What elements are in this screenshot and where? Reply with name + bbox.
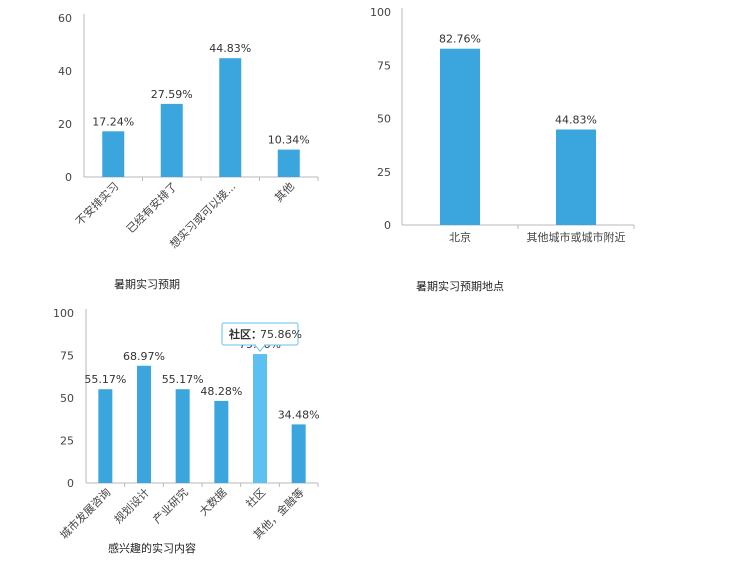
data-label: 10.34% xyxy=(268,134,310,147)
bar xyxy=(277,149,300,177)
y-tick-label: 100 xyxy=(370,6,391,19)
y-tick-label: 40 xyxy=(58,65,72,78)
y-tick-label: 50 xyxy=(377,113,391,126)
data-label: 55.17% xyxy=(84,373,126,386)
y-tick-label: 75 xyxy=(60,350,74,363)
data-label: 27.59% xyxy=(151,88,193,101)
data-label: 34.48% xyxy=(278,408,320,421)
chart-2: 0 25 50 75 100 82.76% 北京 44.83% 其他城市或城市附近暑期实习预期地… xyxy=(370,6,635,293)
chart-3: 0 25 50 75 100 55.17% 城市发展咨询 68.97% 规划设计 55.17% 产业… xyxy=(53,307,320,555)
bar xyxy=(253,354,267,483)
bar xyxy=(214,400,229,483)
y-tick-label: 50 xyxy=(60,392,74,405)
x-tick-label: 其他城市或城市附近 xyxy=(527,230,626,244)
bar xyxy=(160,103,183,177)
tooltip: 社区：75.86% xyxy=(221,322,302,352)
data-label: 17.24% xyxy=(92,115,134,128)
chart-1: 020406017.24%不安排实习27.59%已经有安排了44.83%想实习或… xyxy=(58,12,319,291)
x-tick-label: 其他 xyxy=(272,180,297,205)
data-label: 82.76% xyxy=(439,33,481,46)
y-tick-label: 0 xyxy=(384,219,391,232)
bar xyxy=(98,389,113,483)
data-label: 44.83% xyxy=(555,114,597,127)
data-label: 55.17% xyxy=(162,373,204,386)
chart-title: 感兴趣的实习内容 xyxy=(108,541,196,555)
y-tick-label: 0 xyxy=(67,477,74,490)
data-label: 48.28% xyxy=(200,385,242,398)
y-tick-label: 25 xyxy=(377,166,391,179)
x-tick-label: 城市发展咨询 xyxy=(57,485,114,542)
bar xyxy=(102,131,125,177)
x-tick-label: 北京 xyxy=(449,230,471,244)
x-tick-label: 不安排实习 xyxy=(73,179,122,228)
chart-title: 暑期实习预期地点 xyxy=(416,279,504,293)
y-tick-label: 60 xyxy=(58,12,72,25)
x-tick-label: 大数据 xyxy=(196,485,229,518)
x-tick-label: 社区 xyxy=(243,485,268,510)
bar xyxy=(175,389,190,483)
bar xyxy=(440,48,480,226)
y-tick-label: 25 xyxy=(60,435,74,448)
chart-title: 暑期实习预期 xyxy=(114,277,180,291)
data-label: 68.97% xyxy=(123,350,165,363)
tooltip-value: 75.86% xyxy=(260,328,302,341)
y-tick-label: 100 xyxy=(53,307,74,320)
y-tick-label: 20 xyxy=(58,118,72,131)
x-tick-label: 产业研究 xyxy=(150,485,191,526)
x-tick-label: 已经有安排了 xyxy=(123,179,180,236)
y-tick-label: 75 xyxy=(377,59,391,72)
bar xyxy=(137,365,151,483)
bar xyxy=(219,58,242,177)
data-label: 44.83% xyxy=(209,42,251,55)
x-tick-label: 规划设计 xyxy=(111,485,152,526)
bar xyxy=(291,424,306,483)
tooltip-label: 社区： xyxy=(228,327,262,341)
y-tick-label: 0 xyxy=(65,171,72,184)
bar xyxy=(556,129,596,225)
